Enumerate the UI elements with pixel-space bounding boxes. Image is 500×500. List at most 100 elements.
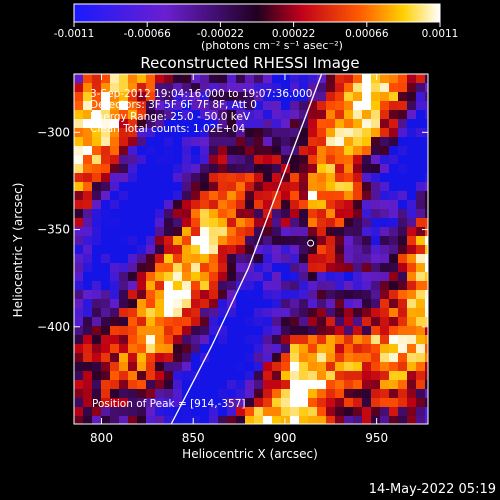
heatmap-cell [83, 173, 92, 182]
heatmap-cell [353, 353, 362, 362]
heatmap-cell [182, 146, 191, 155]
heatmap-cell [389, 254, 398, 263]
annotation-detectors: Detectors: 3F 5F 6F 7F 8F, Att 0 [90, 99, 257, 111]
heatmap-cell [101, 326, 110, 335]
heatmap-cell [146, 344, 155, 353]
heatmap-cell [308, 74, 317, 83]
y-tick-label: −400 [37, 320, 70, 334]
heatmap-cell [353, 236, 362, 245]
heatmap-cell [416, 191, 425, 200]
heatmap-cell [137, 398, 146, 407]
heatmap-cell [290, 416, 299, 424]
heatmap-cell [173, 272, 182, 281]
heatmap-cell [128, 155, 137, 164]
heatmap-cell [173, 326, 182, 335]
heatmap-cell [164, 128, 173, 137]
heatmap-cell [389, 353, 398, 362]
heatmap-cell [128, 83, 137, 92]
heatmap-cell [182, 299, 191, 308]
heatmap-cell [128, 119, 137, 128]
heatmap-cell [200, 254, 209, 263]
heatmap-cell [83, 83, 92, 92]
heatmap-cell [290, 389, 299, 398]
heatmap-cell [209, 218, 218, 227]
heatmap-cell [92, 407, 101, 416]
heatmap-cell [416, 146, 425, 155]
x-tick-label: 950 [365, 431, 388, 445]
heatmap-cell [398, 110, 407, 119]
heatmap-cell [353, 272, 362, 281]
heatmap-cell [119, 227, 128, 236]
heatmap-cell [146, 263, 155, 272]
heatmap-cell [353, 209, 362, 218]
heatmap-cell [218, 371, 227, 380]
heatmap-cell [407, 200, 416, 209]
heatmap-cell [209, 236, 218, 245]
heatmap-cell [389, 272, 398, 281]
heatmap-cell [353, 380, 362, 389]
heatmap-cell [218, 101, 227, 110]
heatmap-cell [128, 92, 137, 101]
heatmap-cell [101, 155, 110, 164]
heatmap-cell [128, 326, 137, 335]
heatmap-cell [389, 290, 398, 299]
heatmap-cell [209, 362, 218, 371]
heatmap-cell [416, 119, 425, 128]
heatmap-cell [344, 191, 353, 200]
heatmap-cell [308, 344, 317, 353]
heatmap-cell [272, 200, 281, 209]
heatmap-cell [344, 83, 353, 92]
heatmap-cell [317, 326, 326, 335]
heatmap-cell [353, 92, 362, 101]
heatmap-cell [299, 416, 308, 424]
heatmap-cell [380, 83, 389, 92]
heatmap-cell [110, 407, 119, 416]
heatmap-cell [290, 92, 299, 101]
heatmap-cell [308, 137, 317, 146]
heatmap-cell [245, 371, 254, 380]
heatmap-cell [110, 128, 119, 137]
heatmap-cell [200, 155, 209, 164]
heatmap-cell [281, 83, 290, 92]
heatmap-cell [425, 353, 428, 362]
heatmap-cell [353, 164, 362, 173]
heatmap-cell [227, 110, 236, 119]
heatmap-cell [83, 191, 92, 200]
heatmap-cell [92, 344, 101, 353]
heatmap-cell [407, 371, 416, 380]
heatmap-cell [110, 272, 119, 281]
heatmap-cell [191, 110, 200, 119]
heatmap-cell [317, 119, 326, 128]
heatmap-cell [407, 326, 416, 335]
heatmap-cell [146, 236, 155, 245]
heatmap-cell [173, 254, 182, 263]
heatmap-cell [182, 200, 191, 209]
heatmap-cell [155, 164, 164, 173]
heatmap-cell [389, 236, 398, 245]
heatmap-cell [110, 380, 119, 389]
heatmap-cell [308, 272, 317, 281]
heatmap-cell [245, 344, 254, 353]
heatmap-cell [146, 335, 155, 344]
heatmap-cell [335, 128, 344, 137]
heatmap-cell [164, 110, 173, 119]
heatmap-cell [173, 362, 182, 371]
heatmap-cell [263, 263, 272, 272]
heatmap-cell [308, 335, 317, 344]
heatmap-cell [353, 407, 362, 416]
heatmap-cell [74, 182, 83, 191]
heatmap-cell [173, 236, 182, 245]
heatmap-cell [344, 398, 353, 407]
heatmap-cell [362, 371, 371, 380]
heatmap-cell [290, 146, 299, 155]
heatmap-cell [74, 155, 83, 164]
heatmap-cell [74, 110, 83, 119]
heatmap-cell [110, 119, 119, 128]
heatmap-cell [317, 74, 326, 83]
heatmap-cell [245, 137, 254, 146]
heatmap-cell [371, 74, 380, 83]
heatmap-cell [245, 155, 254, 164]
heatmap-cell [137, 281, 146, 290]
heatmap-cell [155, 308, 164, 317]
heatmap-cell [137, 407, 146, 416]
